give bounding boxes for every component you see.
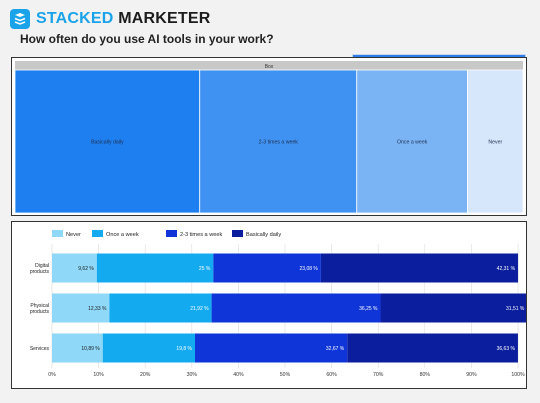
x-tick-label: 10% [93, 372, 104, 378]
x-tick-label: 70% [373, 372, 384, 378]
bar-segment-basically-daily [320, 253, 519, 283]
bar-segment-2-3-times-a-week [211, 293, 381, 323]
brand-part1: STACKED [36, 10, 114, 27]
data-label-once-a-week: 25 % [199, 266, 211, 272]
stack-icon [10, 9, 30, 29]
x-tick-label: 50% [280, 372, 291, 378]
treemap-label-basically-daily: Basically daily [91, 140, 124, 146]
data-label-never: 12,33 % [88, 306, 107, 312]
data-label-2-3-times-a-week: 36,25 % [359, 306, 378, 312]
page-title: How often do you use AI tools in your wo… [20, 32, 274, 46]
bar-segment-never [52, 293, 110, 323]
treemap-tile-never [467, 69, 524, 214]
bar-segment-never [52, 253, 97, 283]
legend-swatch-2-3-times-a-week [166, 230, 177, 237]
stacked-bar-chart-panel: Never Once a week 2-3 times a week Basicall… [11, 221, 528, 389]
treemap-label-once-a-week: Once a week [397, 140, 428, 146]
treemap-tile-once-a-week [356, 69, 468, 214]
bar-segment-once-a-week [102, 333, 196, 363]
category-label: Digital [35, 263, 49, 269]
x-tick-label: 90% [466, 372, 477, 378]
legend-label-basically-daily: Basically daily [246, 232, 281, 238]
treemap-tile-2-3-times-a-week [199, 69, 358, 214]
bar-segment-once-a-week [96, 253, 214, 283]
x-tick-label: 80% [420, 372, 431, 378]
data-label-never: 9,62 % [78, 266, 94, 272]
data-label-2-3-times-a-week: 32,67 % [326, 346, 345, 352]
legend-label-once-a-week: Once a week [106, 232, 139, 238]
x-tick-label: 40% [233, 372, 244, 378]
treemap-tile-basically-daily [14, 69, 201, 214]
bar-segment-2-3-times-a-week [213, 253, 321, 283]
stacked-bar-chart: Never Once a week 2-3 times a week Basicall… [30, 230, 528, 378]
x-tick-label: 100% [511, 372, 525, 378]
treemap-label-never: Never [488, 140, 502, 146]
legend-label-2-3-times-a-week: 2-3 times a week [180, 232, 222, 238]
treemap-chart-panel: Box Basically daily 2-3 times a week Once a… [11, 57, 527, 216]
category-label: products [30, 269, 50, 275]
legend-swatch-never [52, 230, 63, 237]
legend-label-never: Never [66, 232, 81, 238]
x-tick-label: 60% [326, 372, 337, 378]
data-label-once-a-week: 19,8 % [176, 346, 192, 352]
legend-swatch-basically-daily [232, 230, 243, 237]
category-label: products [30, 309, 50, 315]
bar-segment-never [52, 333, 103, 363]
data-label-2-3-times-a-week: 23,08 % [300, 266, 319, 272]
data-label-never: 10,89 % [81, 346, 100, 352]
brand-name: STACKED MARKETER [36, 10, 210, 28]
bar-segment-basically-daily [347, 333, 518, 363]
treemap-title: Box [265, 64, 274, 70]
x-tick-label: 30% [187, 372, 198, 378]
x-tick-label: 0% [48, 372, 56, 378]
treemap-label-2-3-times-a-week: 2-3 times a week [259, 140, 299, 146]
category-label: Services [30, 346, 50, 352]
bar-segment-2-3-times-a-week [195, 333, 348, 363]
data-label-basically-daily: 31,51 % [506, 306, 525, 312]
treemap-chart: Box Basically daily 2-3 times a week Once a… [14, 61, 524, 214]
brand-logo: STACKED MARKETER [10, 8, 210, 30]
bar-segment-basically-daily [380, 293, 528, 323]
treemap-header [15, 61, 523, 70]
data-label-basically-daily: 42,31 % [497, 266, 516, 272]
bar-segment-once-a-week [109, 293, 212, 323]
x-tick-label: 20% [140, 372, 151, 378]
legend-swatch-once-a-week [92, 230, 103, 237]
data-label-basically-daily: 36,63 % [497, 346, 516, 352]
brand-part2: MARKETER [118, 10, 211, 27]
category-label: Physical [30, 303, 49, 309]
data-label-once-a-week: 21,92 % [190, 306, 209, 312]
